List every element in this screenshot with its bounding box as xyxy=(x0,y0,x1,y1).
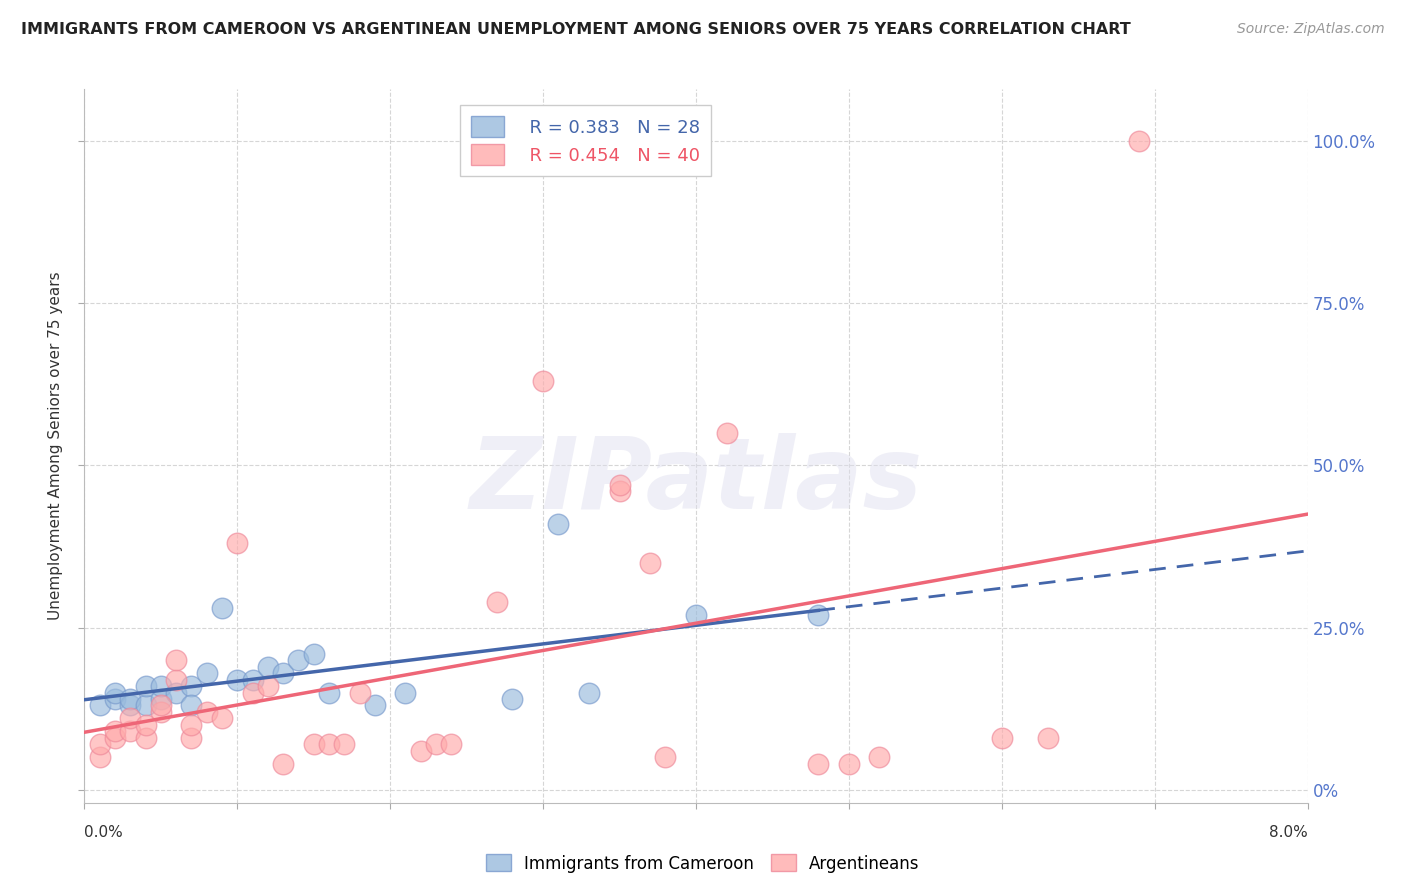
Text: ZIPatlas: ZIPatlas xyxy=(470,434,922,530)
Point xyxy=(149,698,172,713)
Point xyxy=(685,607,707,622)
Point xyxy=(364,698,387,713)
Point xyxy=(135,679,157,693)
Point xyxy=(440,738,463,752)
Point xyxy=(578,685,600,699)
Point xyxy=(135,698,157,713)
Point xyxy=(991,731,1014,745)
Legend: Immigrants from Cameroon, Argentineans: Immigrants from Cameroon, Argentineans xyxy=(479,847,927,880)
Text: 0.0%: 0.0% xyxy=(84,825,124,840)
Text: Source: ZipAtlas.com: Source: ZipAtlas.com xyxy=(1237,22,1385,37)
Point xyxy=(226,673,249,687)
Point xyxy=(257,679,280,693)
Point xyxy=(425,738,447,752)
Point xyxy=(89,738,111,752)
Point xyxy=(89,698,111,713)
Point xyxy=(120,698,142,713)
Point xyxy=(226,536,249,550)
Point xyxy=(135,731,157,745)
Point xyxy=(638,556,661,570)
Point xyxy=(211,601,233,615)
Point xyxy=(135,718,157,732)
Point xyxy=(149,705,172,719)
Text: 8.0%: 8.0% xyxy=(1268,825,1308,840)
Point xyxy=(333,738,356,752)
Point xyxy=(195,705,218,719)
Point xyxy=(318,685,340,699)
Point xyxy=(409,744,432,758)
Point xyxy=(807,756,830,771)
Point xyxy=(1036,731,1059,745)
Point xyxy=(165,685,187,699)
Point xyxy=(271,666,294,681)
Legend:   R = 0.383   N = 28,   R = 0.454   N = 40: R = 0.383 N = 28, R = 0.454 N = 40 xyxy=(460,105,711,176)
Point xyxy=(242,685,264,699)
Point xyxy=(486,595,509,609)
Point xyxy=(349,685,371,699)
Point xyxy=(609,478,631,492)
Point xyxy=(502,692,524,706)
Point xyxy=(180,718,202,732)
Point xyxy=(609,484,631,499)
Point xyxy=(1128,134,1150,148)
Point xyxy=(318,738,340,752)
Point xyxy=(547,516,569,531)
Point xyxy=(104,731,127,745)
Point xyxy=(89,750,111,764)
Point xyxy=(531,374,554,388)
Point xyxy=(104,692,127,706)
Point xyxy=(180,679,202,693)
Point xyxy=(180,698,202,713)
Point xyxy=(211,711,233,725)
Point xyxy=(716,425,738,440)
Text: IMMIGRANTS FROM CAMEROON VS ARGENTINEAN UNEMPLOYMENT AMONG SENIORS OVER 75 YEARS: IMMIGRANTS FROM CAMEROON VS ARGENTINEAN … xyxy=(21,22,1130,37)
Point xyxy=(869,750,891,764)
Point xyxy=(394,685,416,699)
Point xyxy=(104,685,127,699)
Point xyxy=(271,756,294,771)
Point xyxy=(302,647,325,661)
Point xyxy=(242,673,264,687)
Point xyxy=(149,679,172,693)
Point xyxy=(165,653,187,667)
Point xyxy=(807,607,830,622)
Point xyxy=(302,738,325,752)
Point xyxy=(165,673,187,687)
Point xyxy=(149,692,172,706)
Point xyxy=(120,692,142,706)
Point xyxy=(257,659,280,673)
Point xyxy=(838,756,860,771)
Point xyxy=(287,653,309,667)
Point xyxy=(120,724,142,739)
Point xyxy=(180,731,202,745)
Point xyxy=(195,666,218,681)
Point xyxy=(120,711,142,725)
Y-axis label: Unemployment Among Seniors over 75 years: Unemployment Among Seniors over 75 years xyxy=(48,272,63,620)
Point xyxy=(104,724,127,739)
Point xyxy=(654,750,676,764)
